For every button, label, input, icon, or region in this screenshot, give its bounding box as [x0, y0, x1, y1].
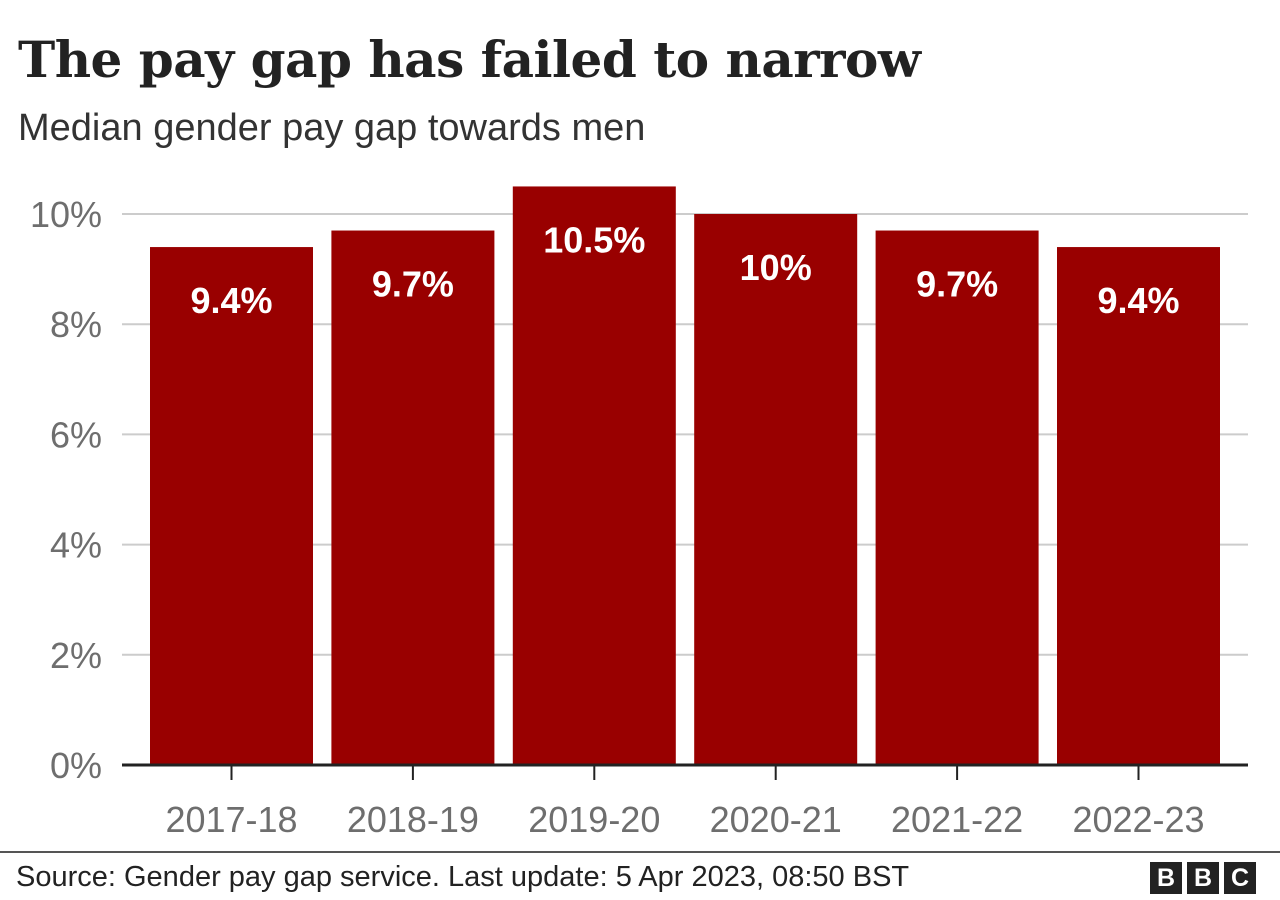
x-tick-label: 2017-18 — [165, 799, 297, 840]
x-tick-label: 2019-20 — [528, 799, 660, 840]
bar — [694, 214, 858, 765]
bars — [150, 186, 1220, 765]
x-axis-tick-labels: 2017-18 2018-19 2019-20 2020-21 2021-22 2022-… — [165, 799, 1204, 840]
chart-subtitle: Median gender pay gap towards men — [18, 107, 646, 149]
bbc-logo: B B C — [1150, 862, 1256, 894]
bar-value-label: 10.5% — [543, 219, 645, 260]
bar-value-label: 10% — [740, 247, 812, 288]
bar — [331, 230, 495, 765]
bar-value-label: 9.7% — [916, 264, 998, 305]
x-tick-label: 2021-22 — [891, 799, 1023, 840]
y-axis-tick-labels: 0% 2% 4% 6% 8% 10% — [30, 194, 102, 786]
y-tick-label: 4% — [50, 525, 102, 566]
bar — [1057, 247, 1220, 765]
y-tick-label: 6% — [50, 414, 102, 455]
bar-value-labels: 9.4% 9.7% 10.5% 10% 9.7% 9.4% — [190, 219, 1179, 321]
x-tick-label: 2018-19 — [347, 799, 479, 840]
bar-value-label: 9.4% — [1097, 280, 1179, 321]
bar-value-label: 9.7% — [372, 264, 454, 305]
bar — [150, 247, 313, 765]
chart-title: The pay gap has failed to narrow — [18, 30, 921, 89]
source-note: Source: Gender pay gap service. Last upd… — [16, 861, 910, 893]
x-tick-label: 2020-21 — [710, 799, 842, 840]
x-axis — [122, 763, 1248, 780]
y-tick-label: 0% — [50, 745, 102, 786]
footer-divider — [0, 851, 1280, 853]
y-tick-label: 8% — [50, 304, 102, 345]
bar — [875, 230, 1039, 765]
bar — [512, 186, 676, 765]
y-tick-label: 2% — [50, 635, 102, 676]
bbc-logo-letter: B — [1187, 862, 1219, 894]
bbc-logo-letter: C — [1224, 862, 1256, 894]
bbc-logo-letter: B — [1150, 862, 1182, 894]
bar-value-label: 9.4% — [190, 280, 272, 321]
y-tick-label: 10% — [30, 194, 102, 235]
x-tick-label: 2022-23 — [1072, 799, 1204, 840]
